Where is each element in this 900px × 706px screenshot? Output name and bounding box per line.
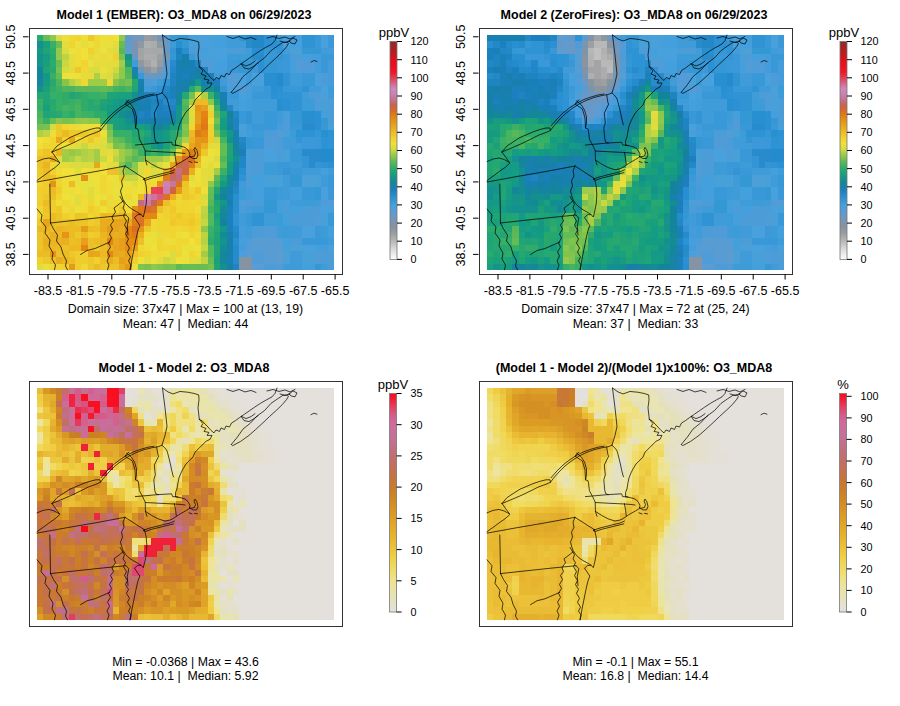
svg-text:-75.5: -75.5: [611, 284, 640, 298]
svg-text:90: 90: [861, 90, 873, 102]
svg-text:100: 100: [411, 72, 429, 84]
svg-text:0: 0: [861, 606, 867, 618]
svg-text:120: 120: [861, 35, 879, 47]
svg-text:Domain size: 37x47 | Max = 100: Domain size: 37x47 | Max = 100 at (13, 1…: [68, 302, 303, 316]
svg-text:60: 60: [411, 144, 423, 156]
svg-text:90: 90: [411, 90, 423, 102]
svg-text:-71.5: -71.5: [225, 284, 254, 298]
svg-text:60: 60: [861, 144, 873, 156]
svg-text:46.5: 46.5: [454, 97, 468, 121]
svg-text:ppbV: ppbV: [378, 377, 409, 392]
svg-text:-75.5: -75.5: [161, 284, 190, 298]
svg-text:50: 50: [861, 498, 873, 510]
svg-text:15: 15: [411, 512, 423, 524]
svg-text:50: 50: [411, 163, 423, 175]
svg-text:-73.5: -73.5: [643, 284, 672, 298]
svg-text:Mean: 10.1 | Median: 5.92: Mean: 10.1 | Median: 5.92: [112, 669, 258, 683]
svg-text:20: 20: [861, 563, 873, 575]
svg-text:-69.5: -69.5: [707, 284, 736, 298]
svg-text:30: 30: [411, 199, 423, 211]
svg-text:100: 100: [861, 72, 879, 84]
svg-text:Mean: 16.8 | Median: 14.4: Mean: 16.8 | Median: 14.4: [562, 669, 708, 683]
svg-text:40: 40: [861, 181, 873, 193]
svg-text:Mean: 47 | Median: 44: Mean: 47 | Median: 44: [123, 317, 249, 331]
svg-text:60: 60: [861, 477, 873, 489]
svg-text:44.5: 44.5: [4, 133, 18, 157]
svg-text:30: 30: [861, 199, 873, 211]
svg-text:80: 80: [411, 108, 423, 120]
svg-text:Min = -0.1 | Max = 55.1: Min = -0.1 | Max = 55.1: [572, 655, 698, 669]
svg-text:%: %: [837, 377, 849, 392]
svg-text:20: 20: [411, 217, 423, 229]
svg-text:120: 120: [411, 35, 429, 47]
svg-text:0: 0: [861, 253, 867, 265]
svg-text:80: 80: [861, 108, 873, 120]
svg-text:Mean: 37 | Median: 33: Mean: 37 | Median: 33: [573, 317, 699, 331]
svg-text:-67.5: -67.5: [289, 284, 318, 298]
svg-text:Model 1 (EMBER): O3_MDA8 on 06: Model 1 (EMBER): O3_MDA8 on 06/29/2023: [57, 8, 312, 22]
svg-text:25: 25: [411, 450, 423, 462]
svg-text:-83.5: -83.5: [484, 284, 513, 298]
svg-text:70: 70: [861, 126, 873, 138]
svg-text:10: 10: [861, 235, 873, 247]
svg-text:42.5: 42.5: [454, 170, 468, 194]
svg-text:20: 20: [411, 481, 423, 493]
svg-text:-83.5: -83.5: [34, 284, 63, 298]
svg-text:0: 0: [411, 606, 417, 618]
svg-text:35: 35: [411, 387, 423, 399]
svg-text:46.5: 46.5: [4, 97, 18, 121]
svg-text:-73.5: -73.5: [193, 284, 222, 298]
svg-text:ppbV: ppbV: [379, 25, 410, 40]
svg-text:ppbV: ppbV: [829, 25, 860, 40]
svg-text:70: 70: [861, 455, 873, 467]
svg-text:40.5: 40.5: [454, 206, 468, 230]
svg-text:-79.5: -79.5: [98, 284, 127, 298]
svg-text:10: 10: [411, 235, 423, 247]
svg-text:100: 100: [861, 390, 879, 402]
svg-text:110: 110: [411, 54, 428, 66]
svg-text:80: 80: [861, 433, 873, 445]
svg-text:10: 10: [411, 544, 423, 556]
svg-text:42.5: 42.5: [4, 170, 18, 194]
svg-text:-65.5: -65.5: [771, 284, 800, 298]
svg-text:-65.5: -65.5: [321, 284, 350, 298]
svg-text:44.5: 44.5: [454, 133, 468, 157]
svg-text:90: 90: [861, 412, 873, 424]
svg-text:(Model 1 - Model 2)/(Model 1)x: (Model 1 - Model 2)/(Model 1)x100%: O3_M…: [496, 361, 772, 375]
svg-text:0: 0: [411, 253, 417, 265]
svg-text:10: 10: [861, 584, 873, 596]
svg-text:20: 20: [861, 217, 873, 229]
svg-text:30: 30: [861, 541, 873, 553]
svg-text:-81.5: -81.5: [66, 284, 95, 298]
svg-text:50: 50: [861, 163, 873, 175]
svg-text:50.5: 50.5: [4, 25, 18, 49]
svg-text:30: 30: [411, 419, 423, 431]
svg-text:5: 5: [411, 575, 417, 587]
svg-text:40: 40: [411, 181, 423, 193]
svg-text:-71.5: -71.5: [675, 284, 704, 298]
svg-text:Model 2 (ZeroFires): O3_MDA8 o: Model 2 (ZeroFires): O3_MDA8 on 06/29/20…: [501, 8, 768, 22]
svg-text:-77.5: -77.5: [579, 284, 608, 298]
svg-text:-77.5: -77.5: [129, 284, 158, 298]
svg-text:-81.5: -81.5: [516, 284, 545, 298]
svg-text:40: 40: [861, 520, 873, 532]
svg-text:-69.5: -69.5: [257, 284, 286, 298]
svg-text:Model 1 - Model 2: O3_MDA8: Model 1 - Model 2: O3_MDA8: [99, 361, 270, 375]
svg-text:48.5: 48.5: [4, 61, 18, 85]
svg-text:Min = -0.0368 | Max = 43.6: Min = -0.0368 | Max = 43.6: [112, 655, 259, 669]
svg-text:50.5: 50.5: [454, 25, 468, 49]
svg-text:Domain size: 37x47 | Max = 72: Domain size: 37x47 | Max = 72 at (25, 24…: [521, 302, 749, 316]
svg-text:48.5: 48.5: [454, 61, 468, 85]
svg-text:110: 110: [861, 54, 878, 66]
svg-text:70: 70: [411, 126, 423, 138]
svg-text:40.5: 40.5: [4, 206, 18, 230]
svg-text:-79.5: -79.5: [548, 284, 577, 298]
svg-text:38.5: 38.5: [454, 242, 468, 266]
svg-text:38.5: 38.5: [4, 242, 18, 266]
svg-text:-67.5: -67.5: [739, 284, 768, 298]
